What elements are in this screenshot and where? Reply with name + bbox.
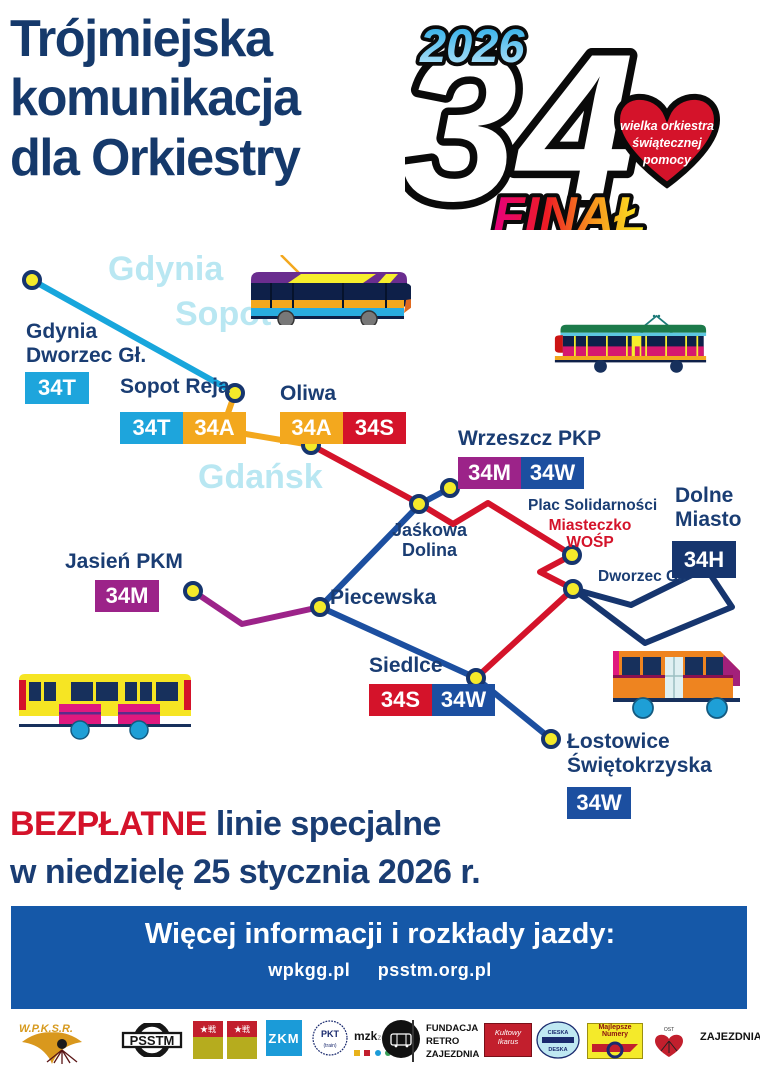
svg-text:DESKA: DESKA [548, 1047, 567, 1053]
svg-text:PKT: PKT [321, 1029, 340, 1039]
svg-text:(train): (train) [323, 1043, 336, 1049]
svg-text:CIESKA: CIESKA [548, 1030, 569, 1036]
svg-text:OST: OST [664, 1027, 674, 1033]
